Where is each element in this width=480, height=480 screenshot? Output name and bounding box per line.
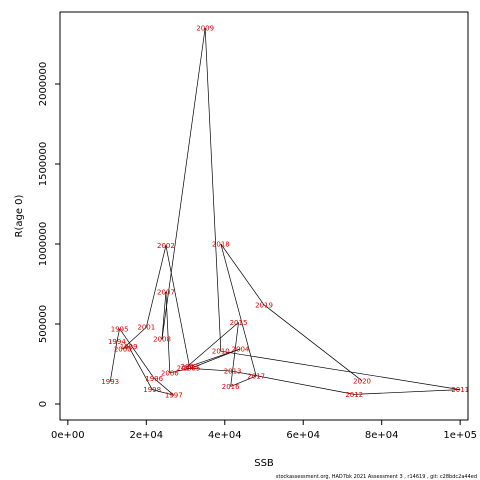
x-axis-title: SSB <box>254 458 274 469</box>
series-segment <box>122 326 147 350</box>
series-segment <box>220 350 461 390</box>
x-tick-label: 6e+04 <box>286 430 320 441</box>
series-segment <box>232 370 355 395</box>
data-point-year-label: 2018 <box>212 241 230 249</box>
data-point-year-label: 2012 <box>345 391 363 399</box>
y-tick-label: 1000000 <box>38 222 49 267</box>
data-point-year-label: 2001 <box>137 324 155 332</box>
y-tick-label: 500000 <box>38 305 49 343</box>
data-point-year-label: 2003 <box>181 363 199 371</box>
data-point-year-label: 2016 <box>222 383 240 391</box>
data-point-year-label: 1998 <box>143 386 161 394</box>
series-segment <box>263 304 363 382</box>
data-point-year-label: 1996 <box>145 375 163 383</box>
data-point-year-label: 2002 <box>157 242 175 250</box>
y-axis-title: R(age 0) <box>14 194 25 237</box>
series-segment <box>145 245 167 328</box>
data-point-year-label: 1995 <box>111 325 129 333</box>
series-segment <box>153 378 174 396</box>
y-axis: 0 500000 1000000 1500000 2000000 <box>38 62 60 407</box>
data-point-year-label: 2017 <box>247 373 265 381</box>
series-segment <box>109 341 118 382</box>
x-tick-label: 4e+04 <box>208 430 242 441</box>
series-segment <box>230 322 239 387</box>
series-segment <box>230 375 257 387</box>
data-point-year-label: 2014 <box>177 365 195 373</box>
series-segment <box>122 346 129 350</box>
data-point-year-label: 1994 <box>108 338 126 346</box>
y-tick-label: 1500000 <box>38 142 49 187</box>
footnote: stockassessment.org, HAD7bk 2021 Assessm… <box>276 474 477 480</box>
series-segment <box>189 348 241 367</box>
series-segment <box>185 322 239 369</box>
x-tick-label: 0e+00 <box>51 430 85 441</box>
data-point-year-label: 2004 <box>232 345 250 353</box>
data-point-year-label: 2015 <box>230 319 248 327</box>
data-point-year-label: 2005 <box>183 365 201 373</box>
series-segment <box>152 389 174 396</box>
series-segment <box>165 245 190 367</box>
series-segment <box>128 346 153 390</box>
x-tick-label: 1e+05 <box>443 430 477 441</box>
x-tick-label: 2e+04 <box>129 430 163 441</box>
y-tick-label: 2000000 <box>38 62 49 107</box>
series-segment <box>116 328 120 342</box>
data-point-year-label: 2019 <box>255 301 273 309</box>
series-segment <box>220 243 257 377</box>
series-segment <box>119 328 155 379</box>
data-point-year-label: 2009 <box>196 25 214 33</box>
data-point-year-label: 2000 <box>114 345 132 353</box>
x-tick-label: 8e+04 <box>365 430 399 441</box>
series-segment <box>354 389 461 395</box>
series-layer <box>109 27 461 396</box>
series-segment <box>220 243 265 306</box>
series-segment <box>161 291 167 340</box>
plot-frame <box>59 11 469 421</box>
data-point-year-label: 2011 <box>451 386 469 394</box>
data-point-year-label: 2013 <box>224 368 242 376</box>
data-point-year-label: 1993 <box>101 378 119 386</box>
data-point-year-label: 2020 <box>353 377 371 385</box>
data-point-year-label: 2006 <box>161 369 179 377</box>
series-segment <box>185 367 233 372</box>
data-point-year-label: 1997 <box>165 392 183 400</box>
data-point-year-label: 2008 <box>153 336 171 344</box>
series-segment <box>191 348 241 369</box>
series-segment <box>204 27 222 352</box>
data-point-year-label: 1999 <box>120 343 138 351</box>
data-point-year-label: 2007 <box>157 289 175 297</box>
x-axis: 0e+00 2e+04 4e+04 6e+04 8e+04 1e+05 <box>51 420 477 441</box>
y-tick-label: 0 <box>38 401 49 407</box>
series-segment <box>169 367 192 374</box>
series-segment <box>161 27 206 340</box>
data-point-year-label: 2010 <box>212 348 230 356</box>
